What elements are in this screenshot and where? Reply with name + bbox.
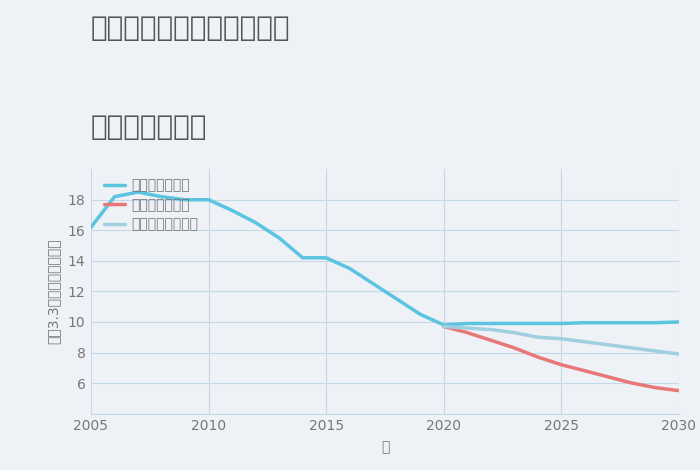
ノーマルシナリオ: [581, 339, 589, 345]
Legend: グッドシナリオ, バッドシナリオ, ノーマルシナリオ: グッドシナリオ, バッドシナリオ, ノーマルシナリオ: [104, 179, 199, 232]
グッドシナリオ: [581, 320, 589, 326]
ノーマルシナリオ: [510, 330, 519, 336]
グッドシナリオ: [604, 320, 612, 326]
バッドシナリオ: [440, 324, 448, 329]
ノーマルシナリオ: [463, 325, 472, 331]
グッドシナリオ: [486, 321, 495, 326]
グッドシナリオ: [369, 281, 377, 287]
グッドシナリオ: [228, 208, 237, 213]
グッドシナリオ: [275, 235, 284, 241]
Text: 土地の価格推移: 土地の価格推移: [91, 113, 207, 141]
グッドシナリオ: [111, 194, 119, 199]
グッドシナリオ: [251, 220, 260, 226]
ノーマルシナリオ: [628, 345, 636, 351]
グッドシナリオ: [440, 322, 448, 328]
バッドシナリオ: [604, 374, 612, 380]
グッドシナリオ: [628, 320, 636, 326]
グッドシナリオ: [651, 320, 659, 326]
バッドシナリオ: [557, 362, 566, 368]
バッドシナリオ: [486, 337, 495, 343]
Line: ノーマルシナリオ: ノーマルシナリオ: [444, 327, 679, 354]
ノーマルシナリオ: [651, 348, 659, 354]
グッドシナリオ: [510, 321, 519, 326]
グッドシナリオ: [346, 266, 354, 271]
グッドシナリオ: [463, 321, 472, 326]
グッドシナリオ: [204, 197, 213, 203]
バッドシナリオ: [581, 368, 589, 374]
グッドシナリオ: [393, 296, 401, 302]
グッドシナリオ: [533, 321, 542, 326]
グッドシナリオ: [416, 312, 424, 317]
Text: 岐阜県大野郡白川村平瀬の: 岐阜県大野郡白川村平瀬の: [91, 14, 290, 42]
グッドシナリオ: [322, 255, 330, 260]
グッドシナリオ: [181, 197, 189, 203]
Line: バッドシナリオ: バッドシナリオ: [444, 327, 679, 391]
グッドシナリオ: [87, 225, 95, 230]
グッドシナリオ: [557, 321, 566, 326]
ノーマルシナリオ: [557, 336, 566, 342]
バッドシナリオ: [533, 354, 542, 360]
グッドシナリオ: [134, 189, 142, 195]
ノーマルシナリオ: [440, 324, 448, 329]
グッドシナリオ: [675, 319, 683, 325]
Y-axis label: 坪（3.3㎡）単価（万円）: 坪（3.3㎡）単価（万円）: [47, 239, 61, 344]
ノーマルシナリオ: [675, 351, 683, 357]
バッドシナリオ: [463, 330, 472, 336]
グッドシナリオ: [298, 255, 307, 260]
ノーマルシナリオ: [486, 327, 495, 332]
バッドシナリオ: [510, 345, 519, 351]
X-axis label: 年: 年: [381, 440, 389, 454]
バッドシナリオ: [675, 388, 683, 393]
ノーマルシナリオ: [533, 335, 542, 340]
バッドシナリオ: [628, 380, 636, 386]
グッドシナリオ: [158, 194, 166, 199]
バッドシナリオ: [651, 385, 659, 391]
ノーマルシナリオ: [604, 342, 612, 348]
Line: グッドシナリオ: グッドシナリオ: [91, 192, 679, 325]
